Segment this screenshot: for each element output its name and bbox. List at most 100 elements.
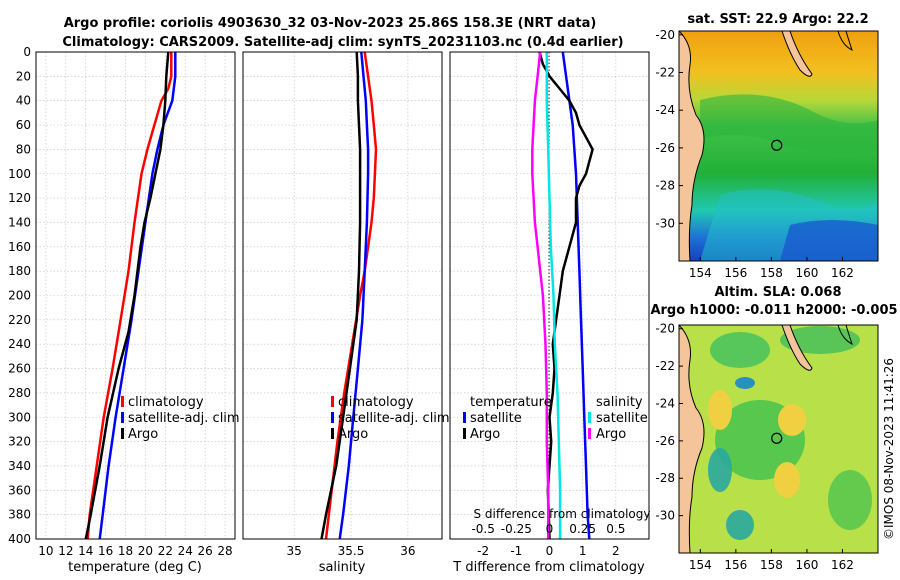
lon-tick-label: 158 — [760, 558, 783, 572]
depth-tick-label: 100 — [8, 167, 31, 181]
lat-tick-label: -22 — [655, 65, 675, 79]
difference-legend: temperature satellite Argo salinity sate… — [463, 395, 648, 442]
legend-swatch-climatology — [331, 396, 334, 407]
legend-label-t-argo: Argo — [470, 427, 500, 442]
x-tick-label: 28 — [217, 544, 232, 558]
legend-label-satellite: satellite-adj. clim — [338, 411, 450, 426]
argo-position-marker — [771, 139, 783, 151]
x-tick-label: 2 — [612, 544, 620, 558]
legend-title-temperature: temperature — [470, 395, 552, 410]
legend-swatch-t-argo — [463, 428, 466, 439]
salinity-xlabel: salinity — [319, 560, 366, 575]
sla-map-subtitle: Argo h1000: -0.011 h2000: -0.005 — [650, 303, 897, 318]
depth-tick-label: 340 — [8, 459, 31, 473]
temperature-xlabel: temperature (deg C) — [68, 560, 202, 575]
figure-title-line1: Argo profile: coriolis 4903630_32 03-Nov… — [64, 16, 597, 31]
x-tick-label: 1 — [579, 544, 587, 558]
s-tick-label: 0.25 — [569, 522, 596, 536]
salinity-legend: climatology satellite-adj. clim Argo — [331, 395, 450, 442]
sla-anomaly — [726, 510, 754, 540]
sla-anomaly — [778, 404, 806, 436]
x-tick-label: 10 — [38, 544, 53, 558]
sla-anomaly — [828, 470, 872, 530]
sla-map: 154 156 158 160 162 -20 -22 -24 -26 -28 -30 — [655, 322, 879, 572]
sla-map-title: Altim. SLA: 0.068 — [715, 285, 842, 300]
land-shape — [679, 31, 705, 261]
legend-label-climatology: climatology — [128, 395, 204, 410]
lat-tick-label: -22 — [655, 359, 675, 373]
lon-tick-label: 162 — [831, 266, 854, 280]
series-line-argo — [84, 51, 170, 540]
x-tick-label: 12 — [58, 544, 73, 558]
depth-tick-label: 0 — [23, 45, 31, 59]
legend-label-s-argo: Argo — [596, 427, 626, 442]
imos-watermark: ©IMOS 08-Nov-2023 11:41:26 — [882, 358, 896, 540]
series-line-s-argo — [531, 51, 550, 539]
depth-tick-label: 300 — [8, 410, 31, 424]
x-tick-label: 35 — [287, 544, 302, 558]
x-tick-label: 0 — [546, 544, 554, 558]
legend-swatch-argo — [331, 428, 334, 439]
series-line-satellite-adj-clim — [98, 52, 177, 540]
x-tick-label: 16 — [98, 544, 113, 558]
difference-panel: -2 -1 0 1 2 -0.5 -0.25 0 0.25 0.5 S difference f… — [449, 51, 650, 575]
lat-tick-label: -28 — [655, 179, 675, 193]
sla-anomaly — [708, 448, 732, 492]
sst-map-title: sat. SST: 22.9 Argo: 22.2 — [687, 12, 868, 27]
x-tick-label: -2 — [477, 544, 489, 558]
island-outline — [781, 325, 813, 371]
depth-tick-label: 360 — [8, 483, 31, 497]
series-line-argo — [320, 51, 362, 540]
lon-tick-label: 160 — [795, 558, 818, 572]
lat-tick-label: -24 — [655, 396, 675, 410]
salinity-panel: 35 35.5 36 salinity climatology satellite-… — [242, 51, 450, 575]
depth-tick-label: 280 — [8, 386, 31, 400]
series-line-satellite-adj-clim — [338, 51, 370, 540]
lat-tick-label: -26 — [655, 434, 675, 448]
sst-map: 154 156 158 160 162 -20 -22 -24 -26 -28 -30 — [655, 28, 879, 280]
sst-warm-patch — [700, 94, 878, 154]
s-tick-label: -0.25 — [501, 522, 532, 536]
lat-tick-label: -30 — [655, 216, 675, 230]
legend-label-satellite: satellite-adj. clim — [128, 411, 240, 426]
legend-swatch-satellite — [121, 412, 124, 423]
depth-tick-label: 20 — [16, 69, 31, 83]
lon-tick-label: 156 — [724, 558, 747, 572]
depth-tick-label: 240 — [8, 337, 31, 351]
argo-position-marker — [771, 432, 783, 444]
legend-label-t-satellite: satellite — [470, 411, 522, 426]
lon-tick-label: 160 — [795, 266, 818, 280]
legend-label-argo: Argo — [338, 427, 368, 442]
lat-tick-label: -28 — [655, 471, 675, 485]
s-tick-label: 0 — [546, 522, 554, 536]
x-tick-label: 24 — [178, 544, 193, 558]
lon-tick-label: 154 — [689, 558, 712, 572]
depth-tick-label: 60 — [16, 118, 31, 132]
s-tick-label: -0.5 — [471, 522, 494, 536]
legend-swatch-climatology — [121, 396, 124, 407]
sst-cold-patch — [780, 220, 878, 261]
s-tick-label: 0.5 — [606, 522, 625, 536]
depth-tick-label: 320 — [8, 435, 31, 449]
sla-anomaly — [710, 332, 770, 368]
land-shape — [679, 325, 705, 553]
depth-tick-label: 80 — [16, 142, 31, 156]
legend-swatch-s-argo — [588, 428, 591, 439]
sla-anomaly — [708, 390, 732, 430]
series-line-climatology — [324, 51, 378, 540]
sla-anomaly — [774, 462, 800, 498]
lon-tick-label: 162 — [831, 558, 854, 572]
depth-tick-label: 140 — [8, 215, 31, 229]
x-tick-label: -1 — [510, 544, 522, 558]
depth-tick-label: 120 — [8, 191, 31, 205]
reef-outline — [837, 31, 853, 51]
island-outline — [781, 31, 813, 77]
lat-tick-label: -20 — [655, 28, 675, 42]
depth-tick-label: 200 — [8, 289, 31, 303]
depth-tick-label: 260 — [8, 362, 31, 376]
depth-tick-label: 220 — [8, 313, 31, 327]
t-difference-xlabel: T difference from climatology — [452, 560, 645, 575]
legend-label-argo: Argo — [128, 427, 158, 442]
depth-tick-label: 400 — [8, 532, 31, 546]
depth-tick-label: 180 — [8, 264, 31, 278]
